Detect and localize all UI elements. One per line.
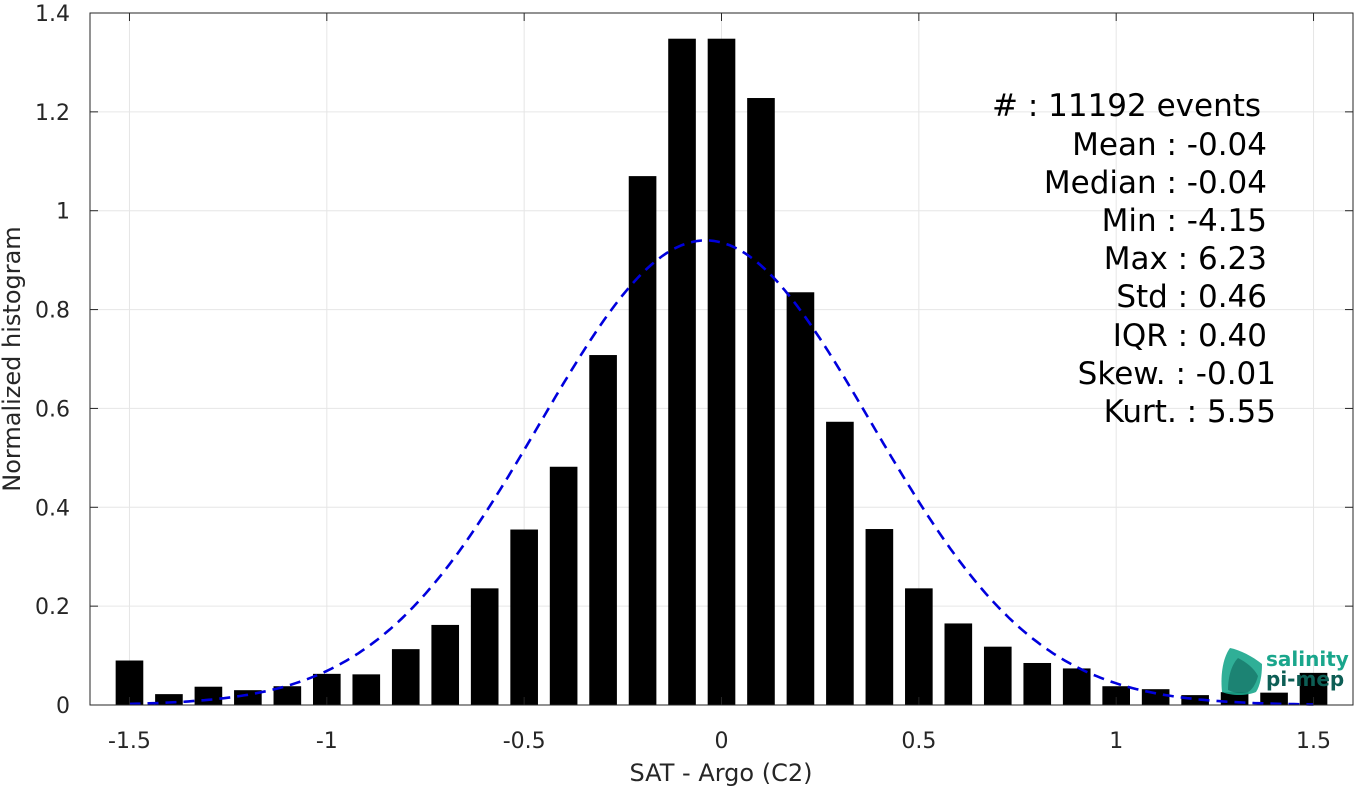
y-tick-label: 0.8 [35,299,70,324]
x-tick-label: 0 [715,729,729,754]
stat-mean: Mean : -0.04 [1072,127,1267,163]
stat-median: Median : -0.04 [1044,165,1267,201]
x-tick-label: 0.5 [901,729,936,754]
y-tick-label: 1 [56,200,70,225]
histogram-bar [983,646,1012,705]
y-axis-label: Normalized histogram [0,226,26,491]
logo-text-salinity: salinity [1266,647,1349,671]
histogram-bar [747,98,775,705]
histogram-bar [905,588,933,705]
histogram-bar [786,292,815,705]
y-tick-label: 1.4 [35,2,70,27]
histogram-bar [234,690,262,705]
x-tick-label: 1 [1109,729,1123,754]
stat-max: Max : 6.23 [1104,241,1267,277]
histogram-bar [865,529,894,705]
statistics-box: # : 11192 events Mean : -0.04 Median : -… [992,88,1276,430]
histogram-bar [510,529,538,705]
histogram-bar [549,466,578,705]
stat-min: Min : -4.15 [1102,203,1267,239]
histogram-bar [707,38,736,705]
histogram-bar [589,355,617,705]
histogram-bar [155,694,183,705]
stat-kurt: Kurt. : 5.55 [1104,394,1276,430]
histogram-bar [628,176,657,706]
stat-std: Std : 0.46 [1116,279,1267,315]
histogram-bar [273,686,302,705]
y-tick-label: 1.2 [35,101,70,126]
histogram-bar [944,623,973,705]
histogram-bar [352,674,381,705]
histogram-bar [668,38,696,705]
histogram-bar [1102,686,1131,705]
wave-logo-accent-icon [1228,658,1258,694]
y-tick-label: 0.6 [35,397,70,422]
stat-events: # : 11192 events [992,88,1261,124]
y-tick-label: 0.4 [35,496,70,521]
gaussian-fit-curve [129,239,1314,706]
histogram-bar [194,686,223,705]
histogram-bar [391,649,420,705]
histogram-bars [115,38,1328,706]
stat-iqr: IQR : 0.40 [1113,318,1267,354]
histogram-bar [826,421,854,705]
salinity-pimep-logo: salinity pi-mep [1221,647,1349,695]
histogram-bar [1062,668,1091,705]
x-tick-label: -0.5 [503,729,546,754]
x-tick-label: 1.5 [1296,729,1331,754]
y-axis-ticks: 0 0.2 0.4 0.6 0.8 1 1.2 1.4 [35,2,1353,719]
histogram-bar [1181,695,1209,705]
logo-text-pimep: pi-mep [1266,667,1344,691]
histogram-bar [431,624,460,705]
x-tick-label: -1 [316,729,338,754]
stat-skew: Skew. : -0.01 [1078,356,1276,392]
x-axis-label: SAT - Argo (C2) [630,759,813,787]
histogram-bar [1023,662,1052,705]
y-tick-label: 0 [56,694,70,719]
x-tick-label: -1.5 [108,729,151,754]
y-tick-label: 0.2 [35,595,70,620]
x-axis-ticks: -1.5 -1 -0.5 0 0.5 1 1.5 [108,13,1331,754]
histogram-bar [470,588,499,705]
histogram-bar [1260,692,1288,705]
